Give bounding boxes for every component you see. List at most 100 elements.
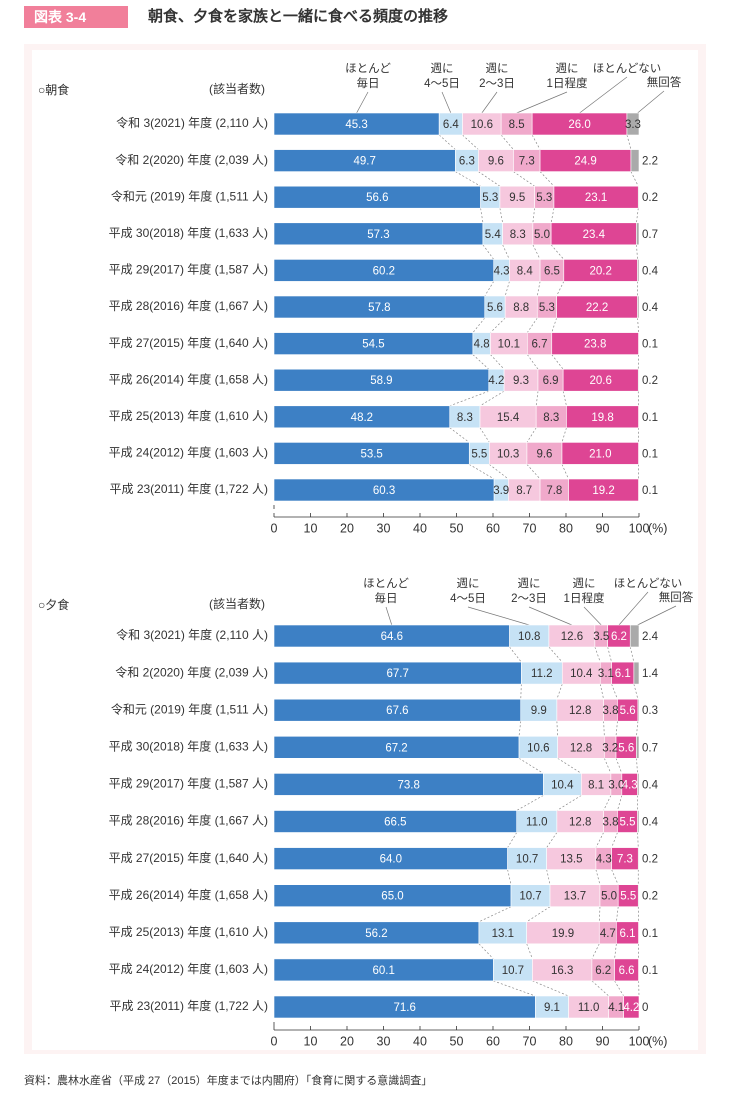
breakfast-connector-line xyxy=(462,134,479,150)
dinner-bar-segment xyxy=(637,884,640,908)
dinner-data-label: 73.8 xyxy=(397,779,419,791)
breakfast-connector-line xyxy=(500,134,514,150)
breakfast-data-label: 3.9 xyxy=(493,485,509,497)
breakfast-data-label: 0.1 xyxy=(642,448,658,460)
breakfast-data-label: 8.8 xyxy=(513,302,529,314)
breakfast-data-label: 0.1 xyxy=(642,485,658,497)
dinner-x-tick-label: 30 xyxy=(377,1034,391,1048)
dinner-x-axis-label: (%) xyxy=(648,1034,667,1048)
breakfast-data-label: 7.8 xyxy=(546,485,562,497)
dinner-data-label: 0.1 xyxy=(642,928,658,940)
breakfast-x-axis-label: (%) xyxy=(648,521,667,535)
dinner-data-label: 3.5 xyxy=(593,631,609,643)
dinner-data-label: 0.2 xyxy=(642,854,658,866)
breakfast-bar-segment xyxy=(626,112,640,136)
dinner-data-label: 64.6 xyxy=(381,631,403,643)
breakfast-category-label: 平成 27(2015) 年度 (1,640 人) xyxy=(109,335,268,350)
dinner-data-label: 0.4 xyxy=(642,779,659,791)
dinner-connector-line xyxy=(518,758,544,774)
dinner-legend-leader xyxy=(637,605,677,626)
breakfast-legend-label: 週に xyxy=(431,62,454,75)
breakfast-connector-line xyxy=(472,354,490,370)
dinner-data-label: 0.4 xyxy=(642,817,659,829)
breakfast-connector-line xyxy=(504,281,510,297)
breakfast-data-label: 49.7 xyxy=(354,156,376,168)
dinner-legend-leader xyxy=(467,606,530,626)
dinner-connector-line xyxy=(520,684,522,700)
breakfast-connector-line xyxy=(539,171,555,187)
dinner-category-label: 平成 27(2015) 年度 (1,640 人) xyxy=(109,850,268,865)
dinner-connector-line xyxy=(548,646,563,663)
dinner-data-label: 2.4 xyxy=(642,631,659,643)
dinner-connector-line xyxy=(595,832,604,848)
dinner-connector-line xyxy=(493,980,536,997)
breakfast-connector-line xyxy=(636,208,639,223)
dinner-legend-label: ほとんど xyxy=(363,577,409,590)
breakfast-data-label: 8.5 xyxy=(509,119,525,131)
dinner-data-label: 67.7 xyxy=(386,668,408,680)
breakfast-data-label: 0.2 xyxy=(642,192,658,204)
breakfast-data-label: 0.4 xyxy=(642,302,659,314)
breakfast-connector-line xyxy=(449,427,470,443)
breakfast-legend-leader xyxy=(481,91,498,114)
breakfast-connector-line xyxy=(527,317,538,333)
dinner-connector-line xyxy=(614,980,624,997)
dinner-connector-line xyxy=(599,684,604,700)
dinner-data-label: 6.1 xyxy=(615,668,631,680)
dinner-legend-label: 4〜5日 xyxy=(450,593,486,605)
dinner-data-label: 12.8 xyxy=(570,742,592,754)
breakfast-connector-line xyxy=(561,464,569,480)
dinner-data-label: 4.3 xyxy=(596,854,612,866)
dinner-data-label: 3.2 xyxy=(602,742,618,754)
dinner-connector-line xyxy=(509,646,522,663)
breakfast-x-tick-label: 70 xyxy=(523,521,537,535)
breakfast-x-tick-label: 90 xyxy=(596,521,610,535)
breakfast-category-label: 平成 26(2014) 年度 (1,658 人) xyxy=(109,371,268,386)
breakfast-legend-label: ほとんどない xyxy=(593,62,661,75)
dinner-legend-leader xyxy=(583,606,602,626)
breakfast-connector-line xyxy=(484,281,495,297)
dinner-data-label: 0.2 xyxy=(642,891,658,903)
breakfast-connector-line xyxy=(637,317,639,333)
breakfast-connector-line xyxy=(531,134,541,150)
breakfast-data-label: 2.2 xyxy=(642,156,658,168)
breakfast-data-label: 10.1 xyxy=(498,339,520,351)
breakfast-data-label: 58.9 xyxy=(370,375,392,387)
dinner-bar-segment xyxy=(633,661,640,685)
dinner-data-label: 5.0 xyxy=(601,891,617,903)
dinner-x-tick-label: 100 xyxy=(629,1034,650,1048)
breakfast-connector-line xyxy=(556,281,565,297)
breakfast-data-label: 24.9 xyxy=(574,156,596,168)
dinner-connector-line xyxy=(629,646,635,663)
breakfast-data-label: 3.3 xyxy=(625,119,641,131)
breakfast-connector-line xyxy=(551,354,564,370)
dinner-connector-line xyxy=(595,869,601,885)
dinner-bar-segment xyxy=(637,773,640,796)
breakfast-connector-line xyxy=(490,354,505,370)
chart-panel-inner xyxy=(32,50,698,1050)
dinner-connector-line xyxy=(478,943,494,960)
dinner-data-label: 67.2 xyxy=(385,742,407,754)
dinner-category-label: 平成 25(2013) 年度 (1,610 人) xyxy=(109,924,268,939)
dinner-connector-line xyxy=(636,758,638,774)
breakfast-category-label: 令和元 (2019) 年度 (1,511 人) xyxy=(111,188,268,203)
breakfast-data-label: 8.7 xyxy=(516,485,532,497)
breakfast-legend-label: 2〜3日 xyxy=(479,78,515,90)
breakfast-data-label: 6.7 xyxy=(532,339,548,351)
breakfast-connector-line xyxy=(551,317,557,333)
breakfast-connector-line xyxy=(455,171,481,187)
breakfast-legend-leader xyxy=(579,76,628,114)
breakfast-x-tick-label: 10 xyxy=(304,521,318,535)
dinner-data-label: 13.7 xyxy=(564,891,586,903)
dinner-data-label: 64.0 xyxy=(380,854,402,866)
dinner-data-label: 12.8 xyxy=(569,705,591,717)
breakfast-category-label: 令和 3(2021) 年度 (2,110 人) xyxy=(116,115,268,130)
breakfast-bar-segment xyxy=(630,149,640,172)
dinner-bar-segment xyxy=(623,995,640,1019)
dinner-data-label: 12.6 xyxy=(561,631,583,643)
dinner-data-label: 67.6 xyxy=(386,705,408,717)
breakfast-respondents-header: (該当者数) xyxy=(209,81,265,96)
breakfast-connector-line xyxy=(449,390,489,407)
breakfast-data-label: 5.4 xyxy=(485,229,502,241)
